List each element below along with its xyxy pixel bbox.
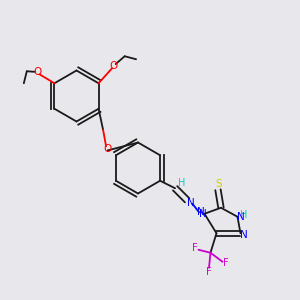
- Text: S: S: [215, 179, 222, 189]
- Text: N: N: [187, 198, 195, 208]
- Text: F: F: [206, 267, 211, 277]
- Text: N: N: [237, 212, 245, 222]
- Text: N: N: [199, 209, 207, 219]
- Text: F: F: [223, 258, 229, 268]
- Text: O: O: [103, 144, 112, 154]
- Text: N: N: [197, 207, 205, 217]
- Text: O: O: [110, 61, 118, 71]
- Text: O: O: [33, 68, 41, 77]
- Text: F: F: [192, 243, 198, 253]
- Text: H: H: [240, 210, 248, 220]
- Text: N: N: [240, 230, 248, 240]
- Text: H: H: [178, 178, 185, 188]
